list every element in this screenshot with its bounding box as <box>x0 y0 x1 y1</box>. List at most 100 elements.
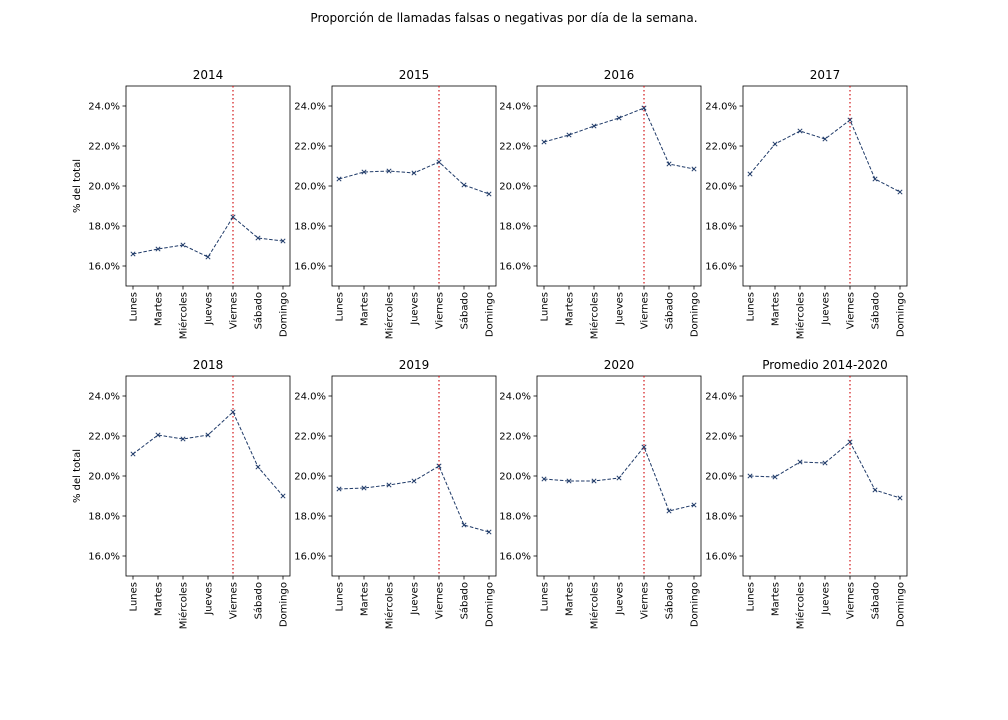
x-tick-label: Lunes <box>540 292 551 321</box>
y-tick-label: 20.0% <box>705 472 737 483</box>
marker-stroke <box>486 529 492 535</box>
marker-stroke <box>641 444 647 450</box>
marker-stroke <box>566 478 572 484</box>
marker-stroke <box>361 169 367 175</box>
subplot-title: 2020 <box>604 358 635 372</box>
y-tick-label: 16.0% <box>88 552 120 563</box>
x-tick-label: Domingo <box>279 292 290 337</box>
data-point-marker <box>411 478 417 484</box>
marker-stroke <box>691 166 697 172</box>
data-point-marker <box>436 159 442 165</box>
y-tick-label: 24.0% <box>705 392 737 403</box>
marker-stroke <box>847 439 853 445</box>
subplot: 2018 16.0% 18.0% 20.0% 22.0% 24.0% % del total… <box>72 358 291 629</box>
x-tick-label: Martes <box>154 292 165 326</box>
figure-suptitle: Proporción de llamadas falsas o negativa… <box>310 11 698 25</box>
x-tick-label: Sábado <box>459 582 471 619</box>
data-point-marker <box>411 170 417 176</box>
y-tick-label: 18.0% <box>705 512 737 523</box>
axes-frame <box>536 85 702 287</box>
subplot: 2014 16.0% 18.0% 20.0% 22.0% 24.0% % del total… <box>72 68 291 339</box>
series-line <box>132 411 284 497</box>
x-tick-label: Viernes <box>229 582 240 619</box>
y-tick-label: 20.0% <box>499 182 531 193</box>
data-point-marker <box>691 166 697 172</box>
x-tick-label: Sábado <box>870 582 882 619</box>
y-tick-label: 18.0% <box>705 222 737 233</box>
data-point-marker <box>386 168 392 174</box>
x-tick-label: Sábado <box>459 292 471 329</box>
y-tick-label: 20.0% <box>499 472 531 483</box>
data-point-marker <box>486 191 492 197</box>
marker-stroke <box>280 493 286 499</box>
x-tick-label: Jueves <box>410 292 421 326</box>
x-tick-label: Jueves <box>204 582 215 616</box>
y-tick-label: 22.0% <box>499 142 531 153</box>
subplot-title: 2016 <box>604 68 635 82</box>
marker-stroke <box>666 508 672 514</box>
series-line <box>543 446 695 512</box>
data-point-marker <box>847 117 853 123</box>
x-tick-label: Viernes <box>435 582 446 619</box>
axes-frame <box>742 375 908 577</box>
x-tick-label: Sábado <box>664 582 676 619</box>
x-tick-label: Domingo <box>690 582 701 627</box>
axes-frame <box>742 85 908 287</box>
subplot-title: 2017 <box>810 68 841 82</box>
data-point-marker <box>541 139 547 145</box>
series-line <box>749 441 901 499</box>
data-point-marker <box>666 161 672 167</box>
marker-stroke <box>747 473 753 479</box>
marker-stroke <box>255 464 261 470</box>
y-tick-label: 24.0% <box>499 102 531 113</box>
data-point-marker <box>822 136 828 142</box>
data-point-marker <box>280 493 286 499</box>
y-tick-label: 18.0% <box>88 512 120 523</box>
y-tick-label: 24.0% <box>88 102 120 113</box>
x-tick-label: Martes <box>565 582 576 616</box>
marker-stroke <box>591 478 597 484</box>
data-point-marker <box>205 432 211 438</box>
axes-frame <box>331 85 497 287</box>
data-point-marker <box>280 238 286 244</box>
marker-stroke <box>822 136 828 142</box>
data-point-marker <box>872 487 878 493</box>
x-tick-label: Miércoles <box>178 582 190 629</box>
marker-stroke <box>461 182 467 188</box>
subplot: 2019 16.0% 18.0% 20.0% 22.0% 24.0% Lunes Martes… <box>294 358 497 629</box>
y-tick-label: 20.0% <box>294 182 326 193</box>
series-line <box>543 107 695 170</box>
data-point-marker <box>336 176 342 182</box>
marker-stroke <box>155 432 161 438</box>
marker-stroke <box>616 475 622 481</box>
x-tick-label: Jueves <box>410 582 421 616</box>
data-point-marker <box>386 482 392 488</box>
x-tick-label: Lunes <box>746 292 757 321</box>
x-tick-label: Lunes <box>335 292 346 321</box>
data-point-marker <box>130 251 136 257</box>
x-tick-label: Lunes <box>540 582 551 611</box>
marker-stroke <box>691 502 697 508</box>
y-tick-label: 18.0% <box>88 222 120 233</box>
y-tick-label: 16.0% <box>294 552 326 563</box>
y-tick-label: 22.0% <box>705 142 737 153</box>
marker-stroke <box>822 460 828 466</box>
data-point-marker <box>666 508 672 514</box>
data-point-marker <box>461 522 467 528</box>
y-tick-label: 16.0% <box>499 552 531 563</box>
marker-stroke <box>747 171 753 177</box>
axes-frame <box>125 85 291 287</box>
y-tick-label: 16.0% <box>705 552 737 563</box>
marker-stroke <box>411 170 417 176</box>
marker-stroke <box>666 161 672 167</box>
data-point-marker <box>897 495 903 501</box>
y-tick-label: 18.0% <box>294 222 326 233</box>
x-tick-label: Lunes <box>129 292 140 321</box>
subplot-title: 2015 <box>399 68 430 82</box>
y-tick-label: 16.0% <box>499 262 531 273</box>
y-tick-label: 18.0% <box>499 512 531 523</box>
x-tick-label: Martes <box>771 582 782 616</box>
marker-stroke <box>772 474 778 480</box>
x-tick-label: Viernes <box>435 292 446 329</box>
